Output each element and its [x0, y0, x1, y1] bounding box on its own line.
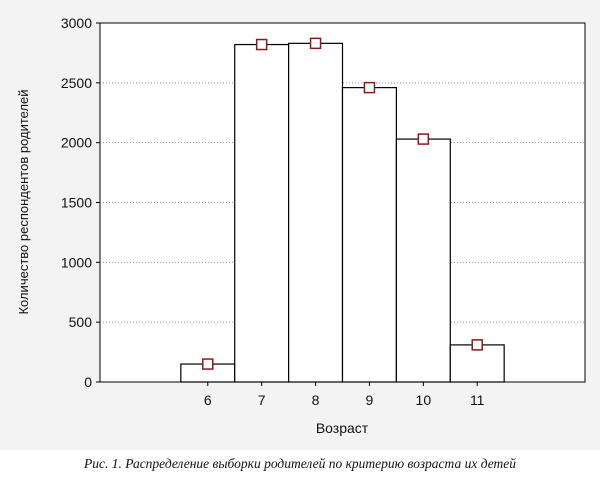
y-tick-label: 2000 — [61, 135, 92, 151]
x-tick-label: 9 — [366, 392, 374, 408]
y-tick-label: 3000 — [61, 15, 92, 31]
bar-marker — [309, 37, 322, 50]
bar-marker — [471, 339, 483, 351]
y-tick-label: 500 — [69, 314, 93, 330]
bar — [234, 43, 290, 383]
bar-marker — [202, 358, 214, 370]
x-tick-label: 6 — [204, 392, 212, 408]
x-tick-label: 7 — [258, 392, 266, 408]
chart: Возраст Количество респондентов родителе… — [0, 0, 600, 450]
y-tick-label: 0 — [84, 374, 92, 390]
bar-marker — [363, 81, 376, 94]
bar-marker — [417, 133, 430, 145]
x-tick-label: 10 — [416, 392, 432, 408]
x-axis-label: Возраст — [316, 420, 369, 436]
bar — [288, 42, 344, 383]
y-axis-label: Количество респондентов родителей — [16, 89, 31, 314]
x-tick-label: 8 — [312, 392, 320, 408]
caption: Рис. 1. Распределение выборки родителей … — [83, 456, 517, 471]
y-tick-label: 1500 — [61, 195, 92, 211]
y-tick-label: 1000 — [61, 254, 92, 270]
bar — [449, 344, 505, 383]
bar-marker — [255, 38, 268, 51]
bar — [341, 87, 397, 383]
y-tick-label: 2500 — [61, 75, 92, 91]
bar — [395, 138, 451, 383]
x-tick-label: 11 — [470, 392, 485, 408]
